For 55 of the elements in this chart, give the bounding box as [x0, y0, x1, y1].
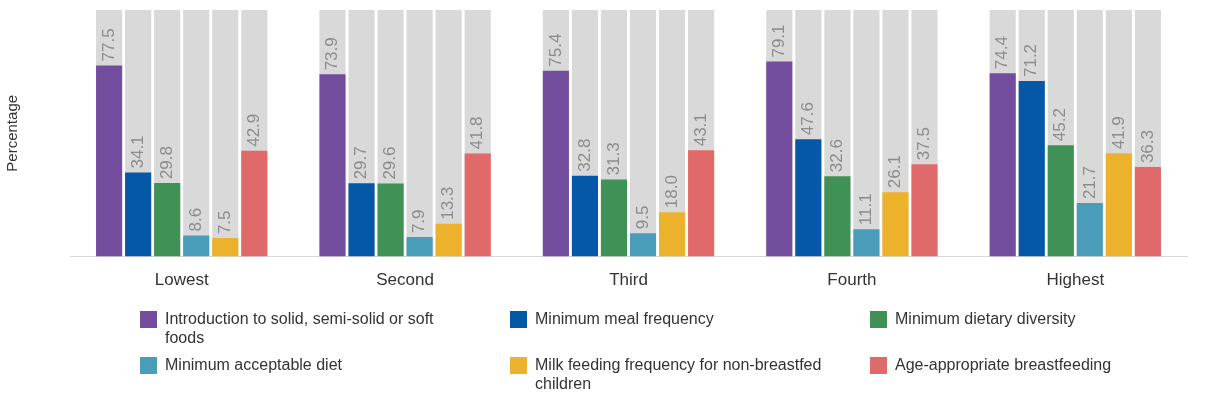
- bar: [377, 183, 404, 257]
- bar: [348, 183, 375, 257]
- data-label: 42.9: [243, 113, 263, 147]
- legend-label: Age-appropriate breastfeeding: [895, 355, 1112, 374]
- data-label: 13.3: [438, 186, 458, 220]
- data-label: 7.5: [214, 210, 234, 235]
- data-label: 7.9: [409, 209, 429, 234]
- data-label: 74.4: [992, 36, 1012, 70]
- x-tick-label: Lowest: [154, 270, 209, 290]
- data-label: 18.0: [661, 175, 681, 209]
- data-label: 29.6: [380, 146, 400, 180]
- data-label: 43.1: [690, 113, 710, 147]
- data-label: 45.2: [1050, 108, 1070, 142]
- data-label: 36.3: [1137, 129, 1157, 164]
- data-label: 26.1: [885, 155, 905, 189]
- data-label: 32.6: [827, 139, 847, 173]
- bar: [658, 212, 686, 257]
- bar: [183, 235, 210, 257]
- bar: [1076, 203, 1103, 257]
- y-axis-title: Percentage: [3, 94, 21, 172]
- legend-label: Minimum dietary diversity: [895, 309, 1076, 328]
- data-label: 77.5: [98, 28, 118, 62]
- bar: [629, 233, 657, 257]
- bar: [435, 223, 462, 257]
- data-label: 29.8: [156, 146, 176, 180]
- data-label: 34.1: [127, 135, 147, 169]
- bar: [824, 176, 851, 257]
- data-label: 29.7: [351, 146, 371, 180]
- data-label: 79.1: [768, 24, 788, 58]
- data-label: 31.3: [603, 142, 623, 176]
- legend-label: Minimum meal frequency: [535, 309, 714, 328]
- data-label: 75.4: [545, 33, 565, 67]
- x-tick-label: Fourth: [827, 270, 877, 290]
- bar: [212, 238, 239, 257]
- data-label: 41.9: [1108, 116, 1128, 150]
- data-label: 21.7: [1079, 165, 1099, 200]
- data-label: 11.1: [856, 193, 876, 226]
- bar: [882, 192, 909, 257]
- data-label: 37.5: [914, 127, 934, 161]
- x-tick-label: Third: [609, 270, 648, 290]
- data-label: 41.8: [467, 116, 487, 150]
- data-label: 73.9: [322, 37, 342, 71]
- legend-label: Minimum acceptable diet: [165, 355, 342, 374]
- bar: [853, 229, 880, 257]
- x-tick-label: Highest: [1046, 270, 1105, 290]
- data-label: 9.5: [632, 205, 652, 230]
- bar: [406, 237, 433, 257]
- data-label: 47.6: [798, 102, 818, 136]
- legend-label: Introduction to solid, semi-solid or soft foods: [165, 309, 435, 347]
- legend-label: Milk feeding frequency for non-breastfed children: [535, 355, 823, 393]
- bar: [154, 183, 181, 257]
- data-label: 32.8: [574, 138, 594, 172]
- x-tick-label: Second: [376, 270, 434, 290]
- data-label: 71.2: [1021, 43, 1041, 78]
- data-label: 8.6: [185, 207, 205, 232]
